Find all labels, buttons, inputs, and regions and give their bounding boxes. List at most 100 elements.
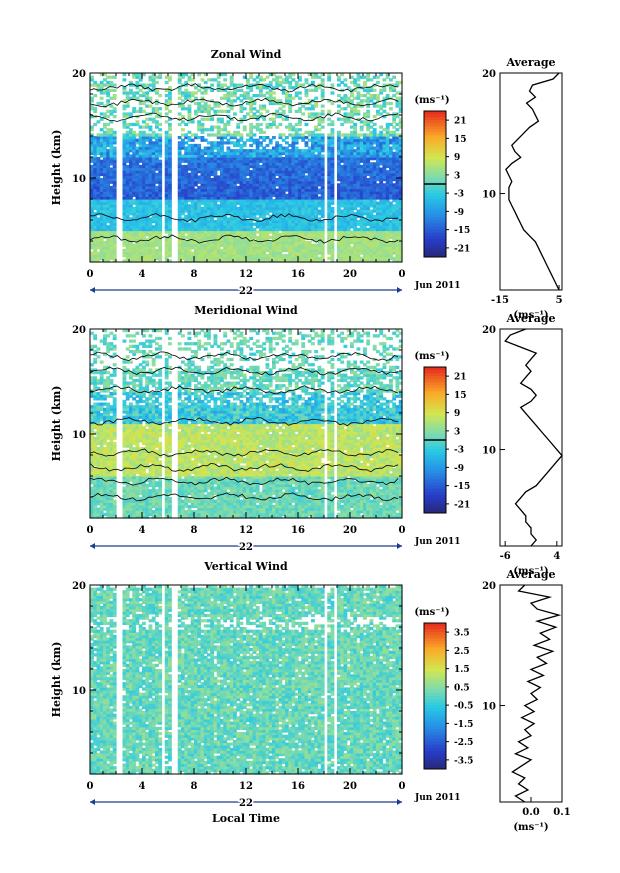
date-bar-arrow-right (397, 799, 402, 805)
x-tick-label: 8 (191, 269, 198, 280)
colorbar: (ms⁻¹) 21 15 9 3 -3 -9 -15 -21 (414, 95, 470, 258)
colorbar-unit: (ms⁻¹) (414, 607, 449, 618)
profile-x-tick-label: 0.1 (553, 807, 570, 818)
contour-line (89, 448, 399, 457)
y-tick-label: 20 (72, 325, 86, 336)
colorbar-tick-label: -3 (454, 190, 464, 200)
panel-2: Meridional Wind 10 20 Height (km) 0 4 8 12 16 20 0… (50, 304, 563, 577)
colorbar-tick-label: -9 (454, 208, 464, 218)
contour-line (89, 97, 399, 108)
contour-line (90, 213, 399, 223)
profile-title: Average (505, 56, 555, 69)
colorbar-tick-label: -0.5 (454, 702, 473, 712)
contour-lines (89, 83, 399, 244)
x-tick-label: 16 (291, 781, 305, 792)
y-tick-label: 10 (72, 430, 86, 441)
heatmap-field (90, 329, 403, 519)
profile-line (505, 72, 560, 291)
profile-x-tick-label: 4 (553, 551, 560, 562)
date-label: 22 (239, 798, 253, 809)
x-tick-label: 8 (191, 525, 198, 536)
x-tick-label: 0 (87, 269, 94, 280)
profile-x-tick-label: 5 (556, 295, 563, 306)
x-tick-label: 16 (291, 525, 305, 536)
panel-title: Vertical Wind (203, 560, 288, 573)
contour-line (89, 112, 399, 122)
average-profile: Average 10 20 -6 4 (ms⁻¹) (482, 312, 563, 577)
colorbar-tick-label: -21 (454, 244, 470, 254)
date-bar-arrow-right (397, 287, 402, 293)
date-suffix: Jun 2011 (414, 537, 461, 547)
x-tick-label: 8 (191, 781, 198, 792)
profile-x-tick-label: -6 (500, 551, 511, 562)
x-tick-label: 20 (343, 269, 357, 280)
average-profile: Average 10 20 -15 5 (ms⁻¹) (482, 56, 562, 321)
contour-line (89, 234, 399, 244)
colorbar-tick-label: 0.5 (454, 683, 470, 693)
profile-line (504, 328, 563, 547)
colorbar-frame (423, 622, 447, 770)
colorbar-tick-label: -1.5 (454, 720, 473, 730)
x-tick-label: 0 (399, 781, 406, 792)
y-axis-label: Height (km) (50, 386, 63, 462)
profile-x-tick-label: -15 (491, 295, 509, 306)
y-tick-label: 10 (72, 174, 86, 185)
colorbar-tick-label: 2.5 (454, 647, 470, 657)
colorbar: (ms⁻¹) 3.5 2.5 1.5 0.5 -0.5 -1.5 -2.5 -3.5 (414, 607, 473, 770)
colorbar-tick-label: 15 (454, 391, 467, 401)
profile-frame (499, 328, 563, 547)
date-bar-arrow-left (90, 799, 95, 805)
contour-line (89, 83, 399, 93)
panel-3: Vertical Wind 10 20 Height (km) 0 4 8 12 16 20 0 22… (50, 560, 571, 833)
date-bar-arrow-left (90, 543, 95, 549)
date-suffix: Jun 2011 (414, 281, 461, 291)
profile-x-tick-label: 0.0 (522, 807, 539, 818)
colorbar-tick-label: -9 (454, 464, 464, 474)
x-tick-label: 20 (343, 525, 357, 536)
contour-line (89, 462, 399, 473)
colorbar-unit: (ms⁻¹) (414, 95, 449, 106)
profile-title: Average (505, 568, 555, 581)
y-axis-label: Height (km) (50, 642, 63, 718)
contour-line (89, 351, 399, 361)
colorbar-tick-label: 9 (454, 153, 460, 163)
colorbar-tick-label: 3 (454, 427, 460, 437)
panel-title: Meridional Wind (194, 304, 298, 317)
panel-title: Zonal Wind (211, 48, 282, 61)
x-tick-label: 16 (291, 269, 305, 280)
colorbar-tick-label: 3 (454, 171, 460, 181)
y-axis-label: Height (km) (50, 130, 63, 206)
x-tick-label: 12 (239, 781, 253, 792)
profile-frame (499, 72, 563, 291)
date-label: 22 (239, 542, 253, 553)
x-tick-label: 4 (139, 525, 146, 536)
colorbar-tick-label: -21 (454, 500, 470, 510)
profile-y-tick-label: 20 (482, 581, 496, 592)
profile-y-tick-label: 20 (482, 325, 496, 336)
contour-line (89, 416, 399, 427)
profile-title: Average (505, 312, 555, 325)
colorbar-tick-label: 15 (454, 135, 467, 145)
y-tick-label: 20 (72, 69, 86, 80)
contour-lines (89, 351, 399, 502)
contour-line (89, 366, 399, 376)
x-tick-label: 0 (399, 525, 406, 536)
panel-1: Zonal Wind 10 20 Height (km) 0 4 8 12 16 20 0 22 Jun… (50, 48, 563, 321)
profile-y-tick-label: 10 (482, 702, 496, 713)
colorbar-tick-label: 21 (454, 117, 467, 127)
colorbar-unit: (ms⁻¹) (414, 351, 449, 362)
colorbar-tick-label: 9 (454, 409, 460, 419)
x-axis-label: Local Time (212, 812, 280, 825)
x-tick-label: 20 (343, 781, 357, 792)
x-tick-label: 0 (87, 525, 94, 536)
contour-line (89, 492, 399, 502)
x-tick-label: 4 (139, 269, 146, 280)
contour-line (89, 476, 399, 486)
colorbar-tick-label: 21 (454, 373, 467, 383)
profile-unit: (ms⁻¹) (513, 310, 548, 321)
colorbar-tick-label: 3.5 (454, 629, 470, 639)
x-tick-label: 4 (139, 781, 146, 792)
x-tick-label: 12 (239, 525, 253, 536)
profile-y-tick-label: 10 (482, 190, 496, 201)
